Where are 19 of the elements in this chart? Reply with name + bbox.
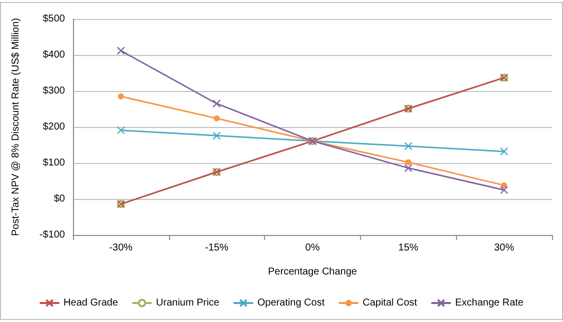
y-axis-title: Post-Tax NPV @ 8% Discount Rate (US$ Million) [10, 18, 22, 236]
x-tick-label: 30% [494, 242, 514, 254]
x-axis-title: Percentage Change [268, 266, 358, 278]
y-tick-label: -$100 [39, 230, 66, 240]
legend-label: Exchange Rate [455, 298, 524, 308]
legend-label: Uranium Price [156, 298, 220, 308]
x-tick-label: 15% [398, 242, 418, 254]
legend-label: Operating Cost [257, 298, 325, 308]
y-tick-label: $500 [42, 14, 66, 24]
y-tick-label: $300 [42, 86, 66, 96]
legend-label: Head Grade [64, 298, 118, 308]
y-tick-label: $400 [42, 50, 66, 60]
y-tick-label: $0 [54, 194, 66, 204]
legend-label: Capital Cost [362, 298, 418, 308]
x-tick-label: -15% [205, 242, 228, 254]
x-tick-label: -30% [109, 242, 133, 254]
x-tick-label: 0% [305, 242, 320, 254]
y-tick-label: $100 [42, 158, 66, 168]
y-tick-label: $200 [42, 122, 66, 132]
